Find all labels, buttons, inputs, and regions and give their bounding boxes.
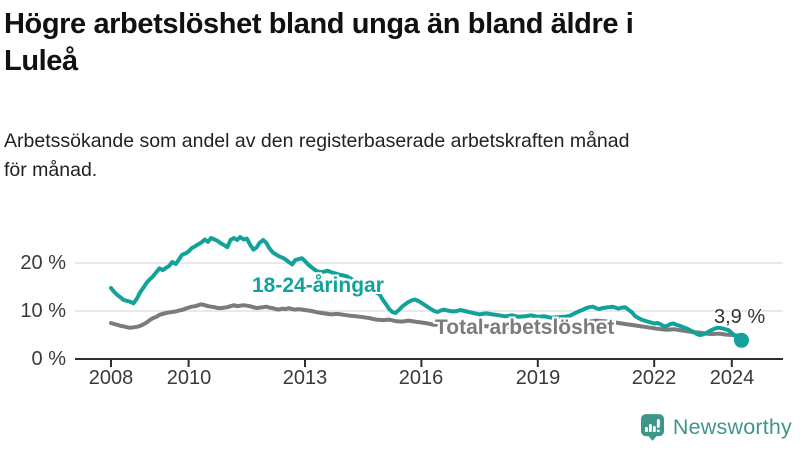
title-line-2: Luleå <box>4 45 78 77</box>
series-label-youth: 18-24-åringar <box>252 274 384 297</box>
x-tick-label-2024: 2024 <box>709 367 755 389</box>
end-value-label: 3,9 % <box>714 306 766 328</box>
subtitle-line-2: för månad. <box>4 159 98 181</box>
x-tick-label-2008: 2008 <box>88 367 134 389</box>
newsworthy-icon <box>640 414 664 441</box>
y-tick-label-10: 10 % <box>20 300 66 322</box>
x-tick-label-2013: 2013 <box>282 367 328 389</box>
y-tick-label-0: 0 % <box>31 348 66 370</box>
x-tick-label-2016: 2016 <box>398 367 444 389</box>
page-title: Högre arbetslöshet bland unga än bland ä… <box>4 6 796 80</box>
x-tick-label-2010: 2010 <box>166 367 212 389</box>
subtitle-line-1: Arbetssökande som andel av den registerb… <box>4 130 630 152</box>
newsworthy-wordmark: Newsworthy <box>672 415 792 439</box>
newsworthy-logo: Newsworthy <box>640 414 792 441</box>
y-tick-label-20: 20 % <box>20 252 66 274</box>
series-label-total: Total arbetslöshet <box>435 316 615 339</box>
title-line-1: Högre arbetslöshet bland unga än bland ä… <box>4 8 634 40</box>
x-tick-label-2019: 2019 <box>515 367 561 389</box>
x-tick-label-2022: 2022 <box>631 367 677 389</box>
chart-subtitle: Arbetssökande som andel av den registerb… <box>4 127 796 185</box>
